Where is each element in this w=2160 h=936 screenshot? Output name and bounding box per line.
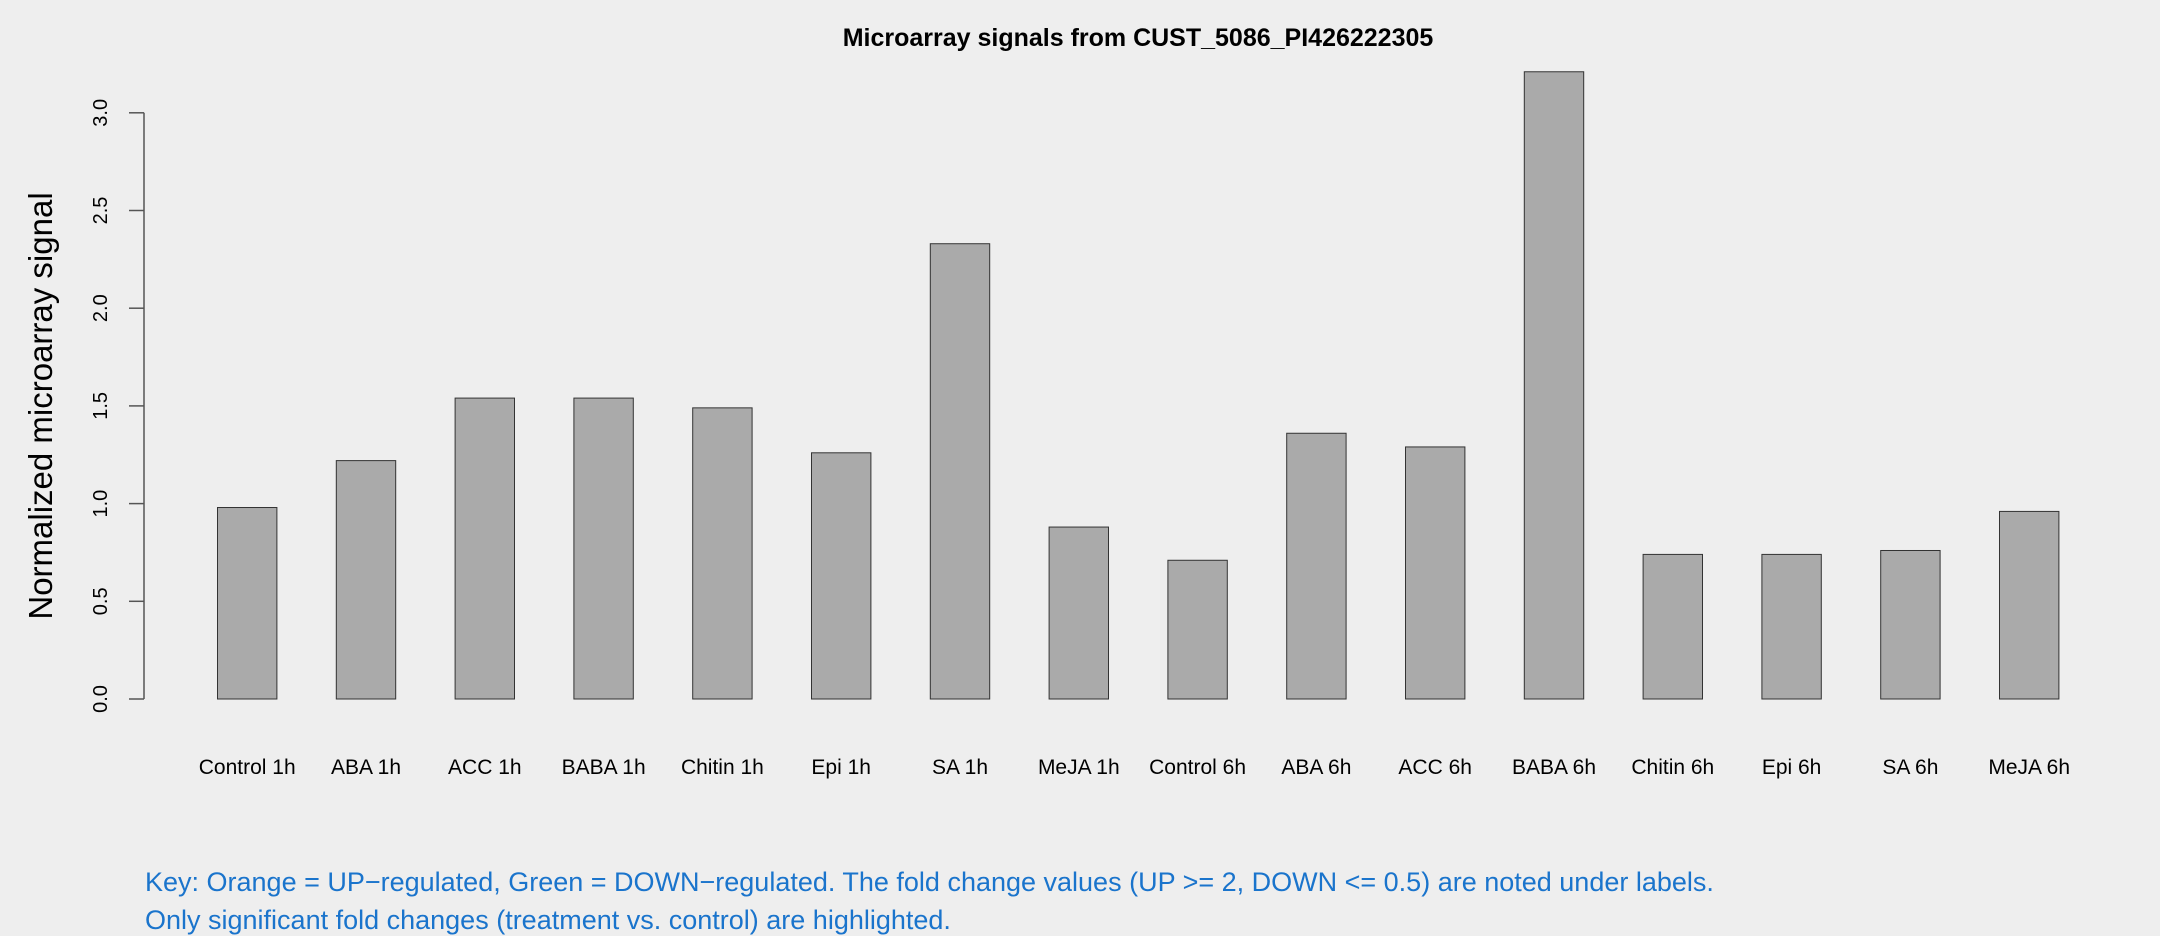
x-tick-label: ACC 1h xyxy=(448,756,522,779)
y-tick-label: 2.5 xyxy=(90,197,112,225)
bar xyxy=(1167,559,1228,700)
y-tick-label: 0.0 xyxy=(90,685,112,713)
chart-title: Microarray signals from CUST_5086_PI4262… xyxy=(843,24,1434,52)
y-axis-label: Normalized microarray signal xyxy=(22,192,59,619)
x-tick-label: BABA 6h xyxy=(1512,756,1596,779)
x-tick-label: MeJA 1h xyxy=(1038,756,1120,779)
x-tick-label: Chitin 6h xyxy=(1631,756,1714,779)
x-tick-label: BABA 1h xyxy=(562,756,646,779)
bars xyxy=(217,71,2060,700)
y-tick-label: 0.5 xyxy=(90,587,112,615)
bar xyxy=(929,243,991,700)
x-tick-label: ABA 6h xyxy=(1281,756,1351,779)
bar xyxy=(1286,432,1347,700)
x-tick-label: Chitin 1h xyxy=(681,756,764,779)
x-tick-label: ACC 6h xyxy=(1398,756,1472,779)
key-line-1: Key: Orange = UP−regulated, Green = DOWN… xyxy=(145,867,1714,897)
x-tick-label: SA 1h xyxy=(932,756,988,779)
bar xyxy=(454,397,516,700)
y-tick-label: 2.0 xyxy=(90,294,112,322)
x-tick-label: ABA 1h xyxy=(331,756,401,779)
x-tick-label: Control 6h xyxy=(1149,756,1246,779)
bar xyxy=(1999,510,2060,700)
bar xyxy=(573,397,634,700)
y-tick-label: 1.0 xyxy=(90,490,112,518)
x-tick-label: Epi 6h xyxy=(1762,756,1822,779)
x-axis-labels: Control 1h ABA 1h ACC 1h BABA 1h Chitin 1h Ep… xyxy=(199,756,2070,779)
x-tick-label: Control 1h xyxy=(199,756,296,779)
bar xyxy=(692,407,753,700)
key-line-2: Only significant fold changes (treatment… xyxy=(145,905,951,935)
bar xyxy=(1523,71,1585,700)
bar xyxy=(1880,549,1941,700)
bar xyxy=(1761,553,1822,700)
bar xyxy=(217,507,278,700)
x-tick-label: SA 6h xyxy=(1882,756,1938,779)
bar xyxy=(1642,553,1703,700)
bar xyxy=(811,452,872,700)
y-tick-label: 1.5 xyxy=(90,392,112,420)
y-tick-label: 3.0 xyxy=(90,99,112,127)
x-tick-label: MeJA 6h xyxy=(1988,756,2070,779)
y-axis: 0.0 0.5 1.0 1.5 2.0 2.5 3.0 xyxy=(90,99,145,713)
bar xyxy=(335,460,397,700)
bar xyxy=(1405,446,1466,700)
bar xyxy=(1048,526,1109,700)
x-tick-label: Epi 1h xyxy=(811,756,871,779)
